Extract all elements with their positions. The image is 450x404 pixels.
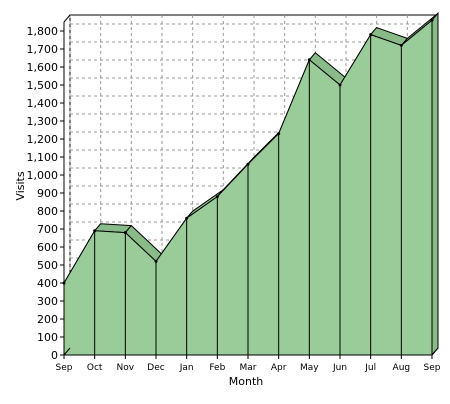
y-tick-label: 1,100 (27, 151, 59, 164)
y-tick-label: 700 (37, 223, 58, 236)
data-point (246, 162, 250, 166)
x-tick-label: Apr (271, 363, 287, 373)
x-tick-label: Sep (56, 363, 73, 373)
y-tick-label: 600 (37, 241, 58, 254)
x-tick-label: Jan (179, 363, 194, 373)
y-tick-label: 300 (37, 295, 58, 308)
y-tick-label: 1,000 (27, 169, 59, 182)
x-tick-label: Dec (147, 363, 164, 373)
y-tick-label: 1,700 (27, 43, 59, 56)
data-point (277, 132, 281, 136)
data-point (93, 229, 97, 233)
y-tick-label: 900 (37, 187, 58, 200)
depth-edge-top-left (63, 14, 71, 23)
x-tick-label: Sep (424, 363, 441, 373)
data-point (215, 195, 219, 199)
data-point (338, 83, 342, 87)
y-tick-label: 1,600 (27, 61, 59, 74)
data-point (123, 231, 127, 235)
y-tick-label: 400 (37, 277, 58, 290)
data-point (399, 43, 403, 47)
depth-edge-bottom-left (63, 347, 71, 356)
x-axis-ticks: Sep Oct Nov Dec Jan Feb Mar Apr May Jun Jul Aug Sep (56, 355, 441, 373)
x-tick-label: Mar (240, 363, 257, 373)
area-end-face (431, 11, 439, 357)
y-tick-label: 1,500 (27, 79, 59, 92)
y-tick-label: 1,300 (27, 115, 59, 128)
y-tick-label: 0 (51, 349, 58, 362)
x-tick-label: Oct (87, 363, 103, 373)
y-tick-label: 800 (37, 205, 58, 218)
data-point (307, 58, 311, 62)
x-tick-label: Jul (364, 363, 376, 373)
y-tick-label: 1,200 (27, 133, 59, 146)
y-tick-label: 1,400 (27, 97, 59, 110)
x-tick-label: May (300, 363, 319, 373)
x-tick-label: Jun (332, 363, 347, 373)
x-tick-label: Nov (117, 363, 135, 373)
x-tick-label: Aug (393, 363, 411, 373)
x-axis-title: Month (229, 375, 264, 388)
data-point (185, 216, 189, 220)
depth-edge-bottom-right (431, 347, 439, 356)
y-axis-title: Visits (14, 171, 27, 200)
y-tick-label: 100 (37, 331, 58, 344)
y-tick-label: 200 (37, 313, 58, 326)
x-tick-label: Feb (209, 363, 225, 373)
data-point (154, 259, 158, 263)
data-point (430, 18, 434, 22)
area-series (62, 18, 434, 356)
y-tick-label: 1,800 (27, 25, 59, 38)
y-tick-label: 500 (37, 259, 58, 272)
data-point (369, 33, 373, 37)
y-axis-ticks: 0 100 200 300 400 500 600 700 800 900 1,000 1,100 1,… (27, 25, 64, 362)
